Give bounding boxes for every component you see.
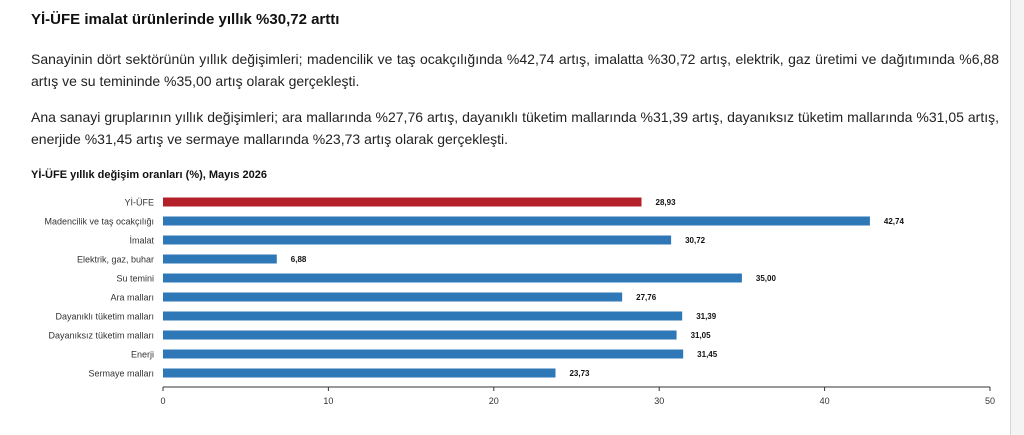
summary-paragraph-sectors: Sanayinin dört sektörünün yıllık değişim… xyxy=(31,51,999,89)
category-label: Su temini xyxy=(116,274,154,284)
bar xyxy=(163,330,677,340)
data-label: 23,73 xyxy=(569,369,590,378)
data-label: 28,93 xyxy=(656,198,677,207)
data-label: 31,45 xyxy=(697,350,718,359)
bar xyxy=(163,349,684,359)
x-tick-label: 0 xyxy=(160,396,165,406)
category-label: Elektrik, gaz, buhar xyxy=(77,255,154,265)
scroll-gutter xyxy=(1011,0,1024,435)
category-label: Dayanıksız tüketim malları xyxy=(48,331,154,341)
data-label: 31,39 xyxy=(696,312,717,321)
x-tick-label: 40 xyxy=(820,396,830,406)
data-label: 27,76 xyxy=(636,293,657,302)
bar xyxy=(163,292,623,302)
x-tick-label: 10 xyxy=(323,396,333,406)
bar-chart: Yİ-ÜFE 28,93 Madencilik ve taş ocakçılığı 4… xyxy=(44,197,995,406)
category-label: Dayanıklı tüketim malları xyxy=(55,312,154,322)
bar xyxy=(163,216,870,226)
x-tick-label: 20 xyxy=(489,396,499,406)
x-tick-label: 50 xyxy=(985,396,995,406)
bar xyxy=(163,311,683,321)
summary-paragraph-groups: Ana sanayi gruplarının yıllık değişimler… xyxy=(31,109,999,147)
category-label: Enerji xyxy=(131,350,154,360)
data-label: 35,00 xyxy=(756,274,777,283)
page-divider xyxy=(1010,0,1011,435)
x-tick-label: 30 xyxy=(654,396,664,406)
bar xyxy=(163,368,556,378)
bar-highlight xyxy=(163,197,642,207)
data-label: 31,05 xyxy=(691,331,712,340)
data-label: 30,72 xyxy=(685,236,706,245)
category-label: Madencilik ve taş ocakçılığı xyxy=(44,217,154,227)
bar xyxy=(163,254,277,264)
bar xyxy=(163,273,742,283)
data-label: 42,74 xyxy=(884,217,905,226)
data-label: 6,88 xyxy=(291,255,307,264)
chart-title: Yİ-ÜFE yıllık değişim oranları (%), Mayı… xyxy=(31,169,267,181)
category-label: Sermaye malları xyxy=(88,369,154,379)
bar xyxy=(163,235,672,245)
category-label: Ara malları xyxy=(110,293,154,303)
category-label: Yİ-ÜFE xyxy=(124,198,154,208)
category-label: İmalat xyxy=(129,236,154,246)
page-title: Yİ-ÜFE imalat ürünlerinde yıllık %30,72 … xyxy=(31,11,340,28)
